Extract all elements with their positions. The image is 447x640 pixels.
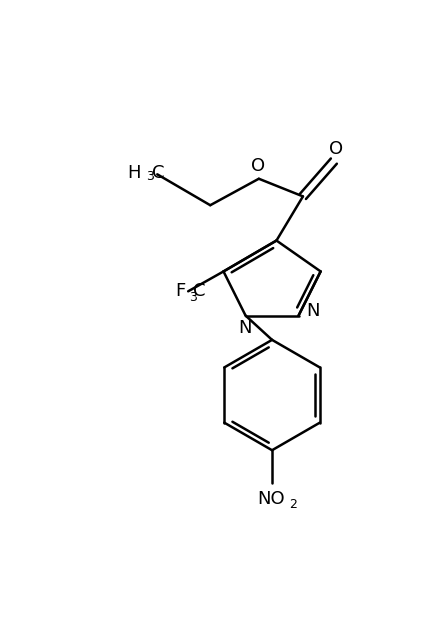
Text: O: O [329,140,343,158]
Text: NO: NO [257,490,285,508]
Text: 2: 2 [289,497,297,511]
Text: 3: 3 [146,170,154,184]
Text: 3: 3 [189,291,197,304]
Text: N: N [238,319,252,337]
Text: C: C [152,164,164,182]
Text: N: N [306,302,320,320]
Text: H: H [127,164,140,182]
Text: F: F [176,282,186,300]
Text: O: O [251,157,265,175]
Text: C: C [194,282,206,300]
